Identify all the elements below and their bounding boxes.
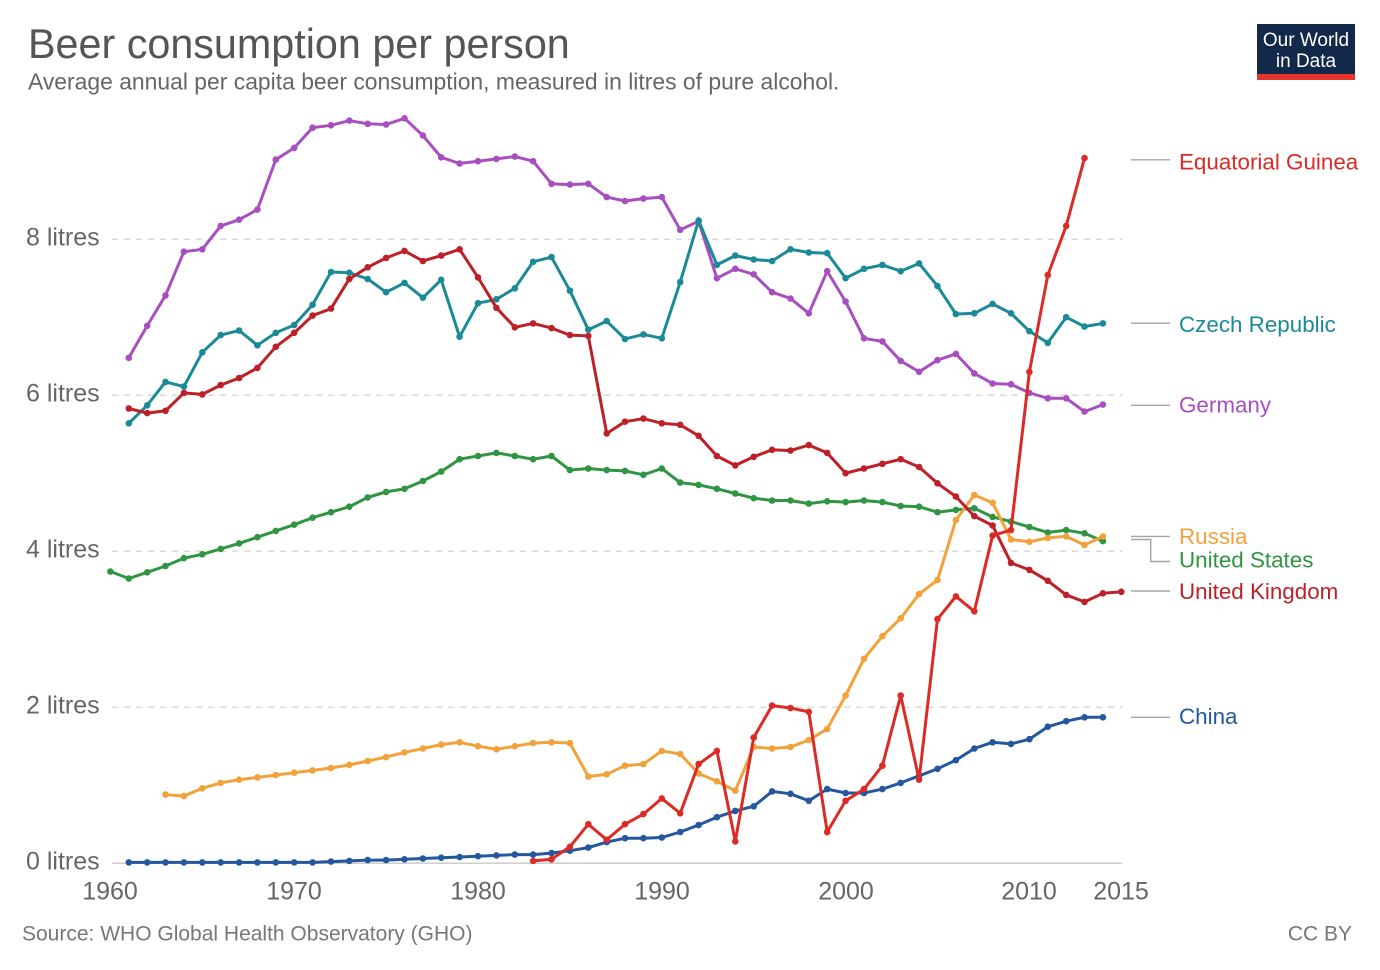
svg-text:Source: WHO Global Health Obse: Source: WHO Global Health Observatory (G… xyxy=(22,923,472,946)
svg-text:1960: 1960 xyxy=(82,878,138,906)
svg-text:United Kingdom: United Kingdom xyxy=(1179,579,1338,604)
svg-text:4 litres: 4 litres xyxy=(26,536,100,564)
svg-text:United States: United States xyxy=(1179,547,1313,572)
svg-text:Our World: Our World xyxy=(1263,30,1349,51)
svg-text:2000: 2000 xyxy=(818,878,874,906)
svg-text:2010: 2010 xyxy=(1001,878,1057,906)
svg-text:6 litres: 6 litres xyxy=(26,380,100,408)
svg-text:2 litres: 2 litres xyxy=(26,692,100,720)
svg-text:Czech Republic: Czech Republic xyxy=(1179,312,1336,337)
svg-text:1970: 1970 xyxy=(266,878,322,906)
svg-text:2015: 2015 xyxy=(1093,878,1149,906)
svg-text:Equatorial Guinea: Equatorial Guinea xyxy=(1179,150,1359,175)
svg-text:8 litres: 8 litres xyxy=(26,224,100,252)
svg-text:0 litres: 0 litres xyxy=(26,848,100,876)
svg-text:Germany: Germany xyxy=(1179,393,1272,418)
svg-text:Russia: Russia xyxy=(1179,524,1248,549)
svg-text:1980: 1980 xyxy=(450,878,506,906)
svg-text:Beer consumption per person: Beer consumption per person xyxy=(28,21,570,67)
svg-text:China: China xyxy=(1179,704,1238,729)
svg-text:CC BY: CC BY xyxy=(1288,923,1352,946)
svg-text:in Data: in Data xyxy=(1276,51,1337,72)
svg-text:Average annual per capita beer: Average annual per capita beer consumpti… xyxy=(28,69,839,95)
svg-text:1990: 1990 xyxy=(634,878,690,906)
